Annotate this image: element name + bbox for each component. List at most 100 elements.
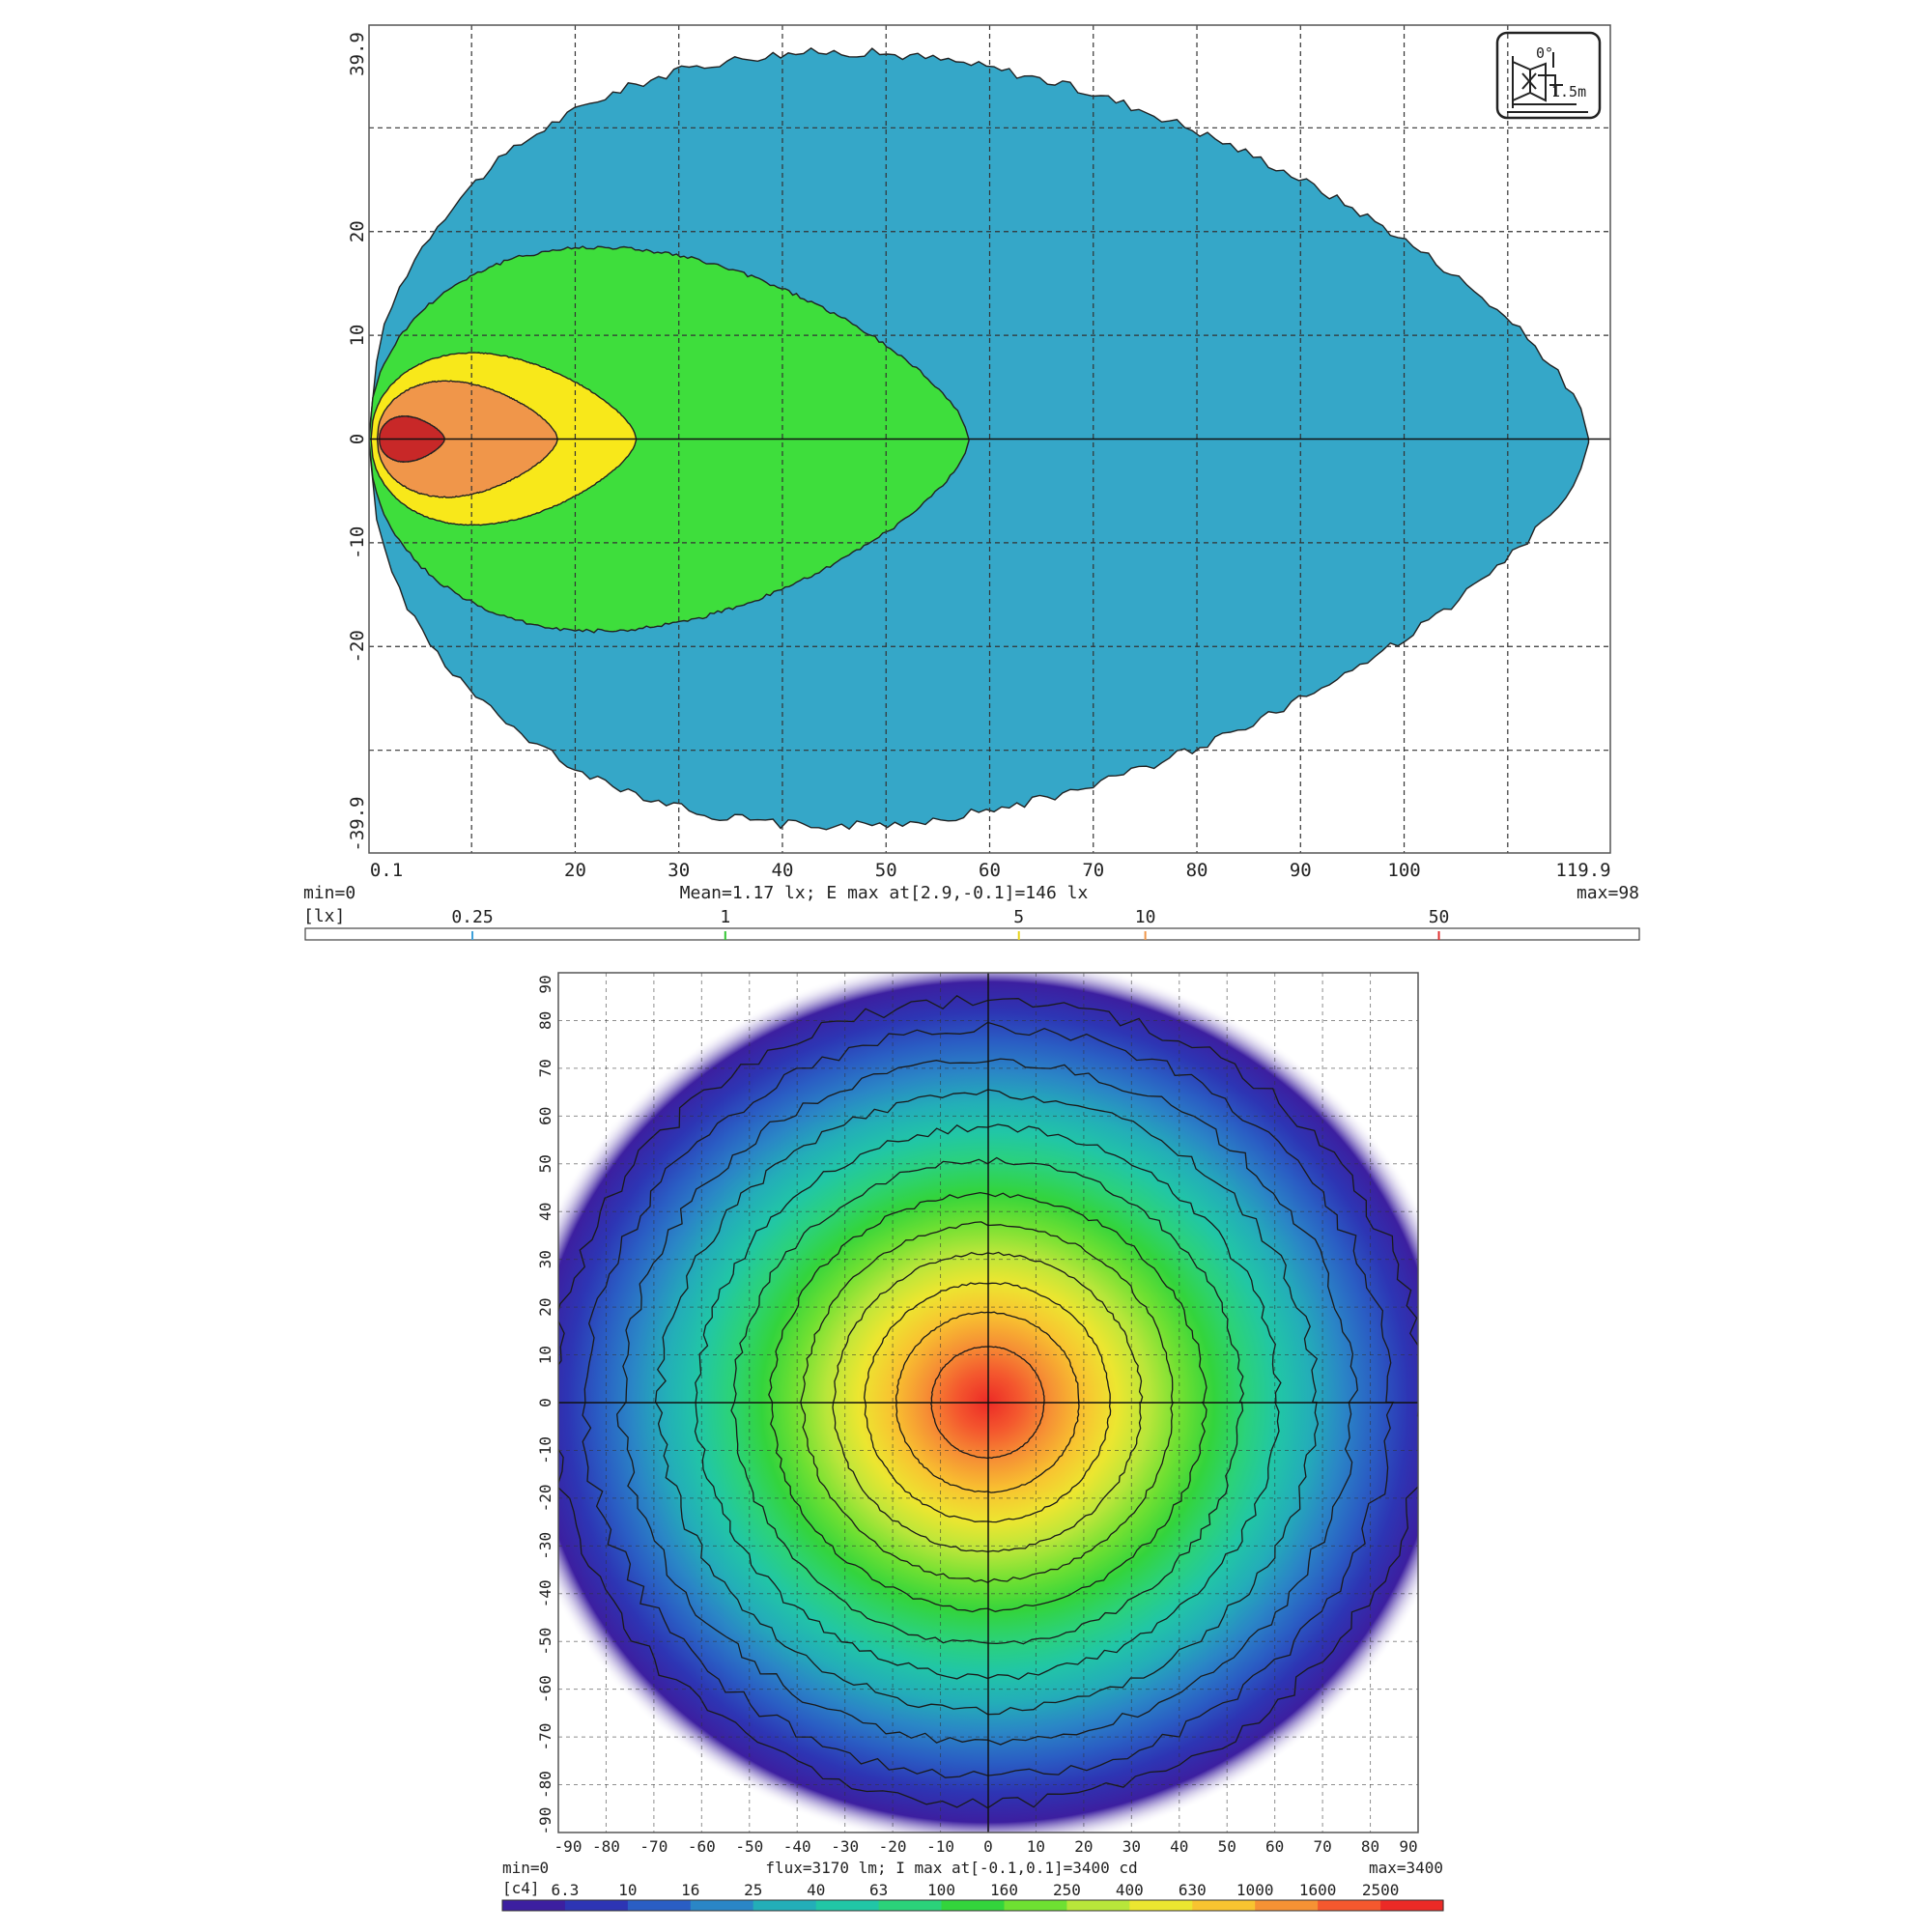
intensity-contour: [768, 1191, 1208, 1613]
isolux-y-tick-label: 39.9: [347, 32, 368, 76]
intensity-y-tick-label: 50: [536, 1154, 554, 1173]
intensity-colorbar-segment: [1066, 1900, 1130, 1911]
intensity-y-tick-label: 0: [536, 1398, 554, 1407]
intensity-x-tick-label: 50: [1218, 1837, 1236, 1856]
intensity-y-tick-label: -10: [536, 1436, 554, 1464]
intensity-y-tick-label: -70: [536, 1723, 554, 1751]
intensity-y-tick-label: 10: [536, 1346, 554, 1364]
intensity-x-tick-label: 0: [983, 1837, 993, 1856]
intensity-colorbar-label: 16: [681, 1881, 699, 1899]
intensity-chart: -90 -80 -70 -60 -50 -40 -30 -20 -10 0 10 20 30 40 50 60…: [501, 972, 1444, 1912]
isolux-y-tick-label: 20: [347, 220, 368, 242]
intensity-y-tick-label: -20: [536, 1484, 554, 1512]
intensity-colorbar-label: 630: [1179, 1881, 1207, 1899]
badge-frame: [1495, 31, 1602, 120]
isolux-x-tick-label: 40: [772, 860, 794, 881]
intensity-x-tick-label: -90: [554, 1837, 582, 1856]
intensity-x-tick-label: 40: [1170, 1837, 1188, 1856]
isolux-x-tick-label: 80: [1186, 860, 1208, 881]
intensity-x-tick-label: 20: [1074, 1837, 1093, 1856]
intensity-colorbar-segment: [502, 1900, 566, 1911]
intensity-colorbar-segment: [564, 1900, 629, 1911]
intensity-colorbar-segment: [690, 1900, 754, 1911]
intensity-y-tick-label: 40: [536, 1203, 554, 1221]
intensity-colorbar-label: 400: [1116, 1881, 1144, 1899]
intensity-contour: [800, 1221, 1175, 1583]
isolux-x-tick-label: 119.9: [1555, 860, 1610, 881]
intensity-colorbar-label: 40: [807, 1881, 825, 1899]
intensity-y-tick-label: 20: [536, 1297, 554, 1316]
isolux-y-tick-label: -39.9: [347, 796, 368, 851]
intensity-x-tick-label: -80: [592, 1837, 620, 1856]
intensity-x-tick-label: -10: [926, 1837, 954, 1856]
isolux-x-tick-label: 20: [564, 860, 586, 881]
intensity-colorbar-label: 1000: [1236, 1881, 1274, 1899]
isolux-stats-text: Mean=1.17 lx; E max at[2.9,-0.1]=146 lx: [680, 883, 1089, 903]
intensity-min-label: min=0: [502, 1859, 549, 1877]
isolux-x-tick-label: 90: [1290, 860, 1312, 881]
intensity-contour: [864, 1282, 1112, 1523]
isolux-legend-bar: [304, 927, 1640, 941]
intensity-colorbar-label: 250: [1053, 1881, 1081, 1899]
intensity-x-tick-label: 70: [1313, 1837, 1331, 1856]
isolux-x-tick-label: 60: [979, 860, 1001, 881]
isolux-y-tick-label: 0: [347, 434, 368, 444]
intensity-plot-frame: [557, 972, 1419, 1833]
intensity-contour: [582, 1021, 1395, 1778]
isolux-chart: 0.1 20 30 40 50 60 70 80 90 100 119.939.920100-10-…: [303, 24, 1640, 941]
intensity-contour: [616, 1058, 1358, 1746]
intensity-colorbar-segment: [941, 1900, 1005, 1911]
isolux-unit-label: [lx]: [303, 906, 345, 926]
intensity-colorbar: 6.3 10 16 25 40 63 100 160 250 400 630 1000 1600 2500: [501, 1881, 1444, 1912]
intensity-y-tick-label: -40: [536, 1579, 554, 1607]
badge-angle-label: 0°: [1536, 44, 1553, 62]
badge-height-label: 1.5m: [1551, 83, 1586, 100]
isolux-legend-label: 0.25: [451, 907, 493, 927]
intensity-colorbar-segment: [878, 1900, 943, 1911]
isolux-min-label: min=0: [303, 883, 355, 903]
intensity-colorbar-label: 6.3: [551, 1881, 579, 1899]
intensity-colorbar-segment: [1129, 1900, 1193, 1911]
intensity-colorbar-segment: [1380, 1900, 1444, 1911]
intensity-x-tick-label: 60: [1265, 1837, 1284, 1856]
intensity-x-tick-label: -40: [783, 1837, 811, 1856]
intensity-y-tick-label: 60: [536, 1107, 554, 1125]
mounting-badge: 0° 1.5m: [1495, 31, 1602, 120]
isolux-legend-label: 5: [1013, 907, 1024, 927]
intensity-x-tick-label: -60: [688, 1837, 716, 1856]
intensity-colorbar-label: 160: [990, 1881, 1018, 1899]
intensity-y-tick-label: 30: [536, 1250, 554, 1268]
intensity-colorbar-segment: [1318, 1900, 1381, 1911]
intensity-contour: [558, 994, 1418, 1809]
isolux-x-tick-label: 50: [875, 860, 897, 881]
intensity-colorbar-segment: [1004, 1900, 1067, 1911]
intensity-x-tick-label: -70: [639, 1837, 668, 1856]
intensity-stats-text: flux=3170 lm; I max at[-0.1,0.1]=3400 cd: [765, 1859, 1137, 1877]
intensity-y-tick-label: -60: [536, 1675, 554, 1703]
intensity-y-tick-label: 70: [536, 1059, 554, 1077]
intensity-colorbar-segment: [627, 1900, 692, 1911]
intensity-contour: [654, 1089, 1319, 1716]
intensity-unit-label: [c4]: [502, 1879, 540, 1897]
intensity-x-tick-label: -20: [879, 1837, 907, 1856]
intensity-y-tick-label: -50: [536, 1628, 554, 1656]
intensity-colorbar-segment: [753, 1900, 817, 1911]
intensity-colorbar-label: 100: [927, 1881, 955, 1899]
intensity-colorbar-segment: [1192, 1900, 1256, 1911]
isolux-x-tick-label: 30: [668, 860, 690, 881]
intensity-y-tick-label: 80: [536, 1011, 554, 1030]
intensity-colorbar-label: 2500: [1362, 1881, 1400, 1899]
intensity-x-tick-label: 90: [1399, 1837, 1417, 1856]
intensity-y-tick-label: -90: [536, 1807, 554, 1835]
isolux-y-tick-label: -20: [347, 630, 368, 663]
isolux-max-label: max=98: [1577, 883, 1639, 903]
intensity-contour: [895, 1311, 1080, 1493]
isolux-legend-label: 10: [1135, 907, 1156, 927]
intensity-colorbar-label: 63: [869, 1881, 888, 1899]
intensity-y-tick-label: 90: [536, 975, 554, 993]
isolux-legend-label: 1: [720, 907, 730, 927]
isolux-x-tick-label: 100: [1387, 860, 1420, 881]
intensity-colorbar-label: 1600: [1299, 1881, 1337, 1899]
intensity-x-tick-label: 80: [1361, 1837, 1379, 1856]
